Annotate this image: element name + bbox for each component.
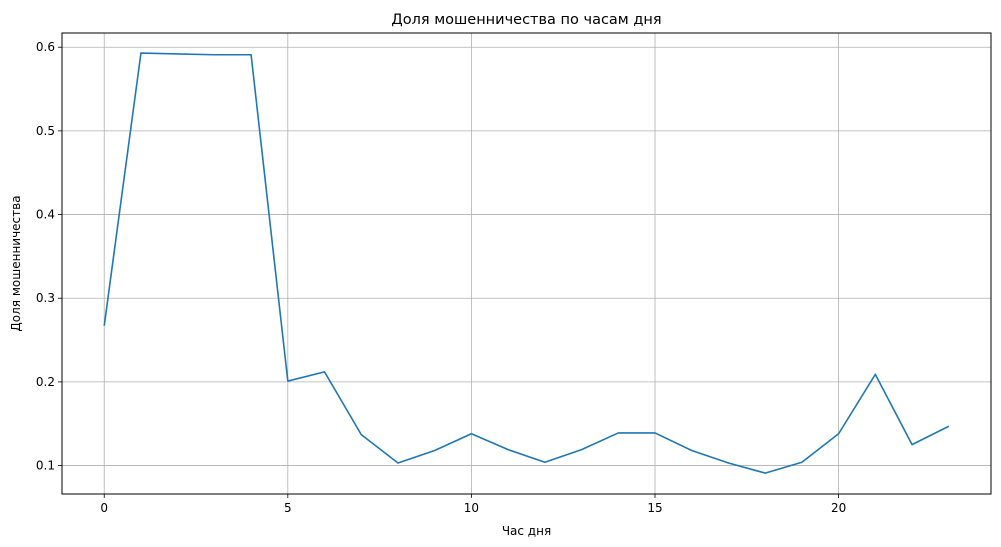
y-axis-ticks: 0.1 0.2 0.3 0.4 0.5 0.6 — [36, 40, 62, 472]
chart-title: Доля мошенничества по часам дня — [391, 12, 661, 28]
x-tick-label: 0 — [100, 501, 108, 515]
grid — [62, 33, 991, 494]
data-point — [579, 447, 584, 452]
data-point — [763, 471, 768, 476]
data-point — [102, 323, 107, 328]
data-point — [359, 432, 364, 437]
data-point — [322, 369, 327, 374]
data-point — [726, 461, 731, 466]
x-tick-label: 20 — [831, 501, 846, 515]
x-tick-label: 15 — [647, 501, 662, 515]
data-point — [506, 447, 511, 452]
data-point — [285, 379, 290, 384]
y-tick-label: 0.3 — [36, 291, 55, 305]
data-point — [873, 372, 878, 377]
x-axis-label: Час дня — [502, 524, 551, 538]
data-point — [910, 442, 915, 447]
data-point — [799, 460, 804, 465]
data-point — [249, 52, 254, 57]
data-point — [542, 460, 547, 465]
data-point — [946, 424, 951, 429]
x-tick-label: 10 — [464, 501, 479, 515]
y-tick-label: 0.5 — [36, 124, 55, 138]
data-point — [616, 430, 621, 435]
x-tick-label: 5 — [284, 501, 292, 515]
plot-frame — [62, 33, 991, 494]
data-point — [395, 461, 400, 466]
data-point — [175, 51, 180, 56]
data-point — [653, 430, 658, 435]
series-layer — [102, 51, 952, 476]
series-line — [104, 53, 949, 473]
y-tick-label: 0.1 — [36, 459, 55, 473]
data-point — [212, 52, 217, 57]
data-point — [836, 431, 841, 436]
data-point — [432, 448, 437, 453]
data-point — [689, 448, 694, 453]
y-tick-label: 0.4 — [36, 208, 55, 222]
y-tick-label: 0.6 — [36, 40, 55, 54]
y-tick-label: 0.2 — [36, 375, 55, 389]
data-point — [138, 51, 143, 56]
data-point — [469, 431, 474, 436]
x-axis-ticks: 0 5 10 15 20 — [100, 494, 846, 515]
y-axis-label: Доля мошенничества — [9, 195, 23, 331]
